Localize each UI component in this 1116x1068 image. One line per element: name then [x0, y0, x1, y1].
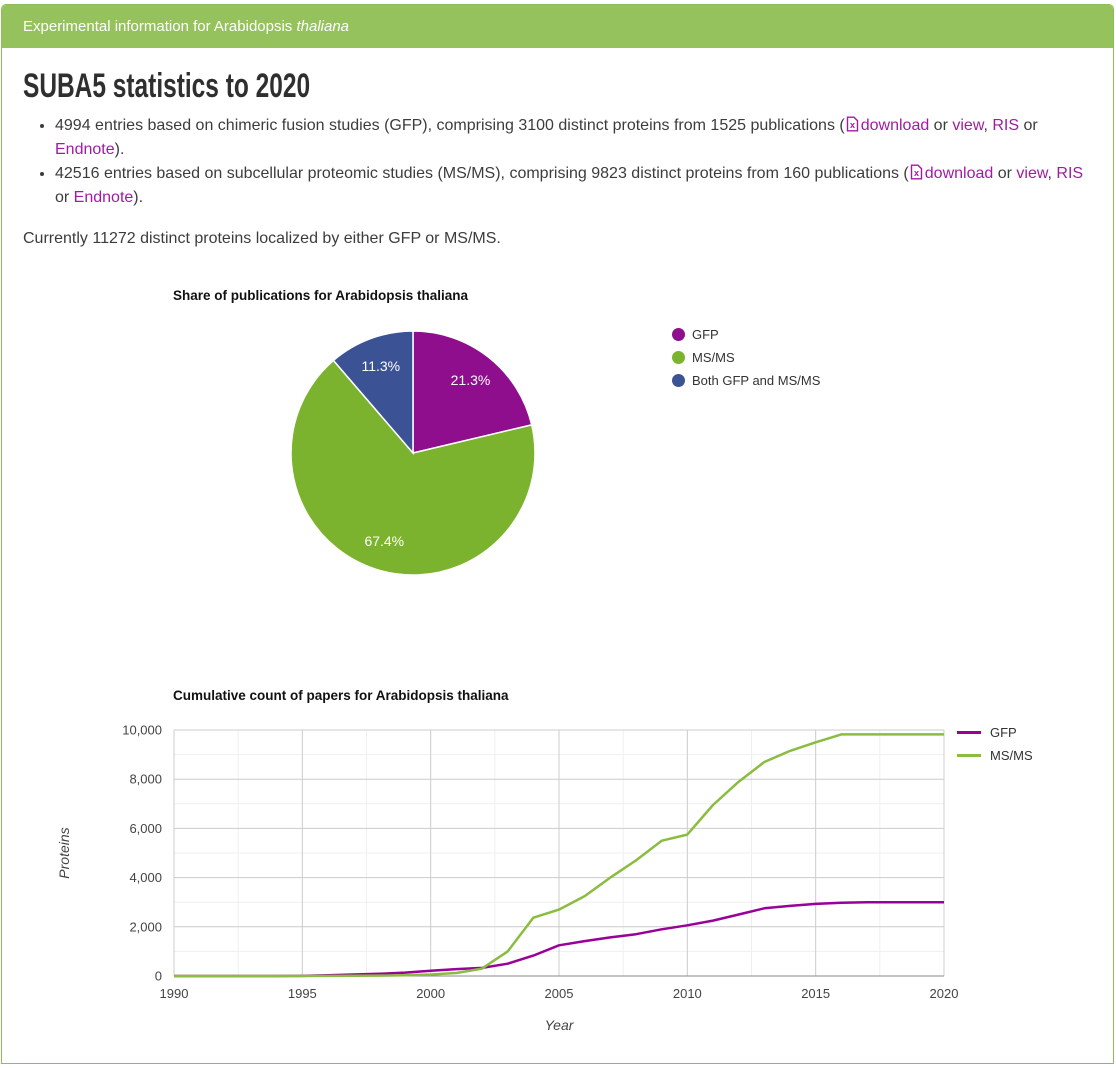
legend-label: GFP — [990, 725, 1017, 740]
legend-label: Both GFP and MS/MS — [692, 373, 821, 388]
line-chart-title: Cumulative count of papers for Arabidops… — [173, 688, 509, 703]
page-header: Experimental information for Arabidopsis… — [2, 5, 1113, 48]
svg-text:2020: 2020 — [930, 986, 959, 1001]
svg-text:6,000: 6,000 — [129, 821, 162, 836]
view-link[interactable]: view — [952, 117, 984, 134]
msms-legend-dot-icon — [672, 351, 685, 364]
line-legend: GFP MS/MS — [957, 721, 1033, 767]
pie-chart: 21.3% 67.4% 11.3% — [290, 330, 536, 576]
pie-legend: GFP MS/MS Both GFP and MS/MS — [672, 323, 820, 392]
legend-item-gfp: GFP — [672, 323, 820, 346]
svg-text:8,000: 8,000 — [129, 772, 162, 787]
line-chart: 0 2,000 4,000 6,000 8,000 10,000 1990 1995 2000 2… — [56, 723, 959, 1034]
svg-text:Year: Year — [545, 1017, 575, 1033]
svg-text:1990: 1990 — [160, 986, 189, 1001]
legend-item-both: Both GFP and MS/MS — [672, 369, 820, 392]
gfp-stats-text: 4994 entries based on chimeric fusion st… — [55, 117, 845, 134]
svg-text:2,000: 2,000 — [129, 919, 162, 934]
page-container: Experimental information for Arabidopsis… — [1, 4, 1114, 1064]
svg-text:2015: 2015 — [801, 986, 830, 1001]
header-title-species: thaliana — [296, 18, 350, 35]
ris-link[interactable]: RIS — [992, 117, 1020, 134]
ris-link[interactable]: RIS — [1056, 165, 1084, 182]
svg-text:x: x — [914, 168, 919, 178]
both-legend-dot-icon — [672, 374, 685, 387]
svg-text:11.3%: 11.3% — [361, 358, 400, 374]
closing-text: ). — [114, 141, 125, 158]
legend-label: MS/MS — [990, 748, 1033, 763]
svg-text:0: 0 — [155, 969, 162, 984]
svg-text:10,000: 10,000 — [122, 723, 162, 738]
svg-text:2010: 2010 — [673, 986, 702, 1001]
pie-chart-title: Share of publications for Arabidopsis th… — [173, 288, 469, 303]
separator-text: , — [983, 117, 993, 134]
endnote-link[interactable]: Endnote — [73, 189, 134, 206]
msms-line-swatch-icon — [957, 754, 981, 757]
stats-item-gfp: 4994 entries based on chimeric fusion st… — [55, 114, 1095, 162]
svg-text:2000: 2000 — [416, 986, 445, 1001]
svg-text:67.4%: 67.4% — [364, 533, 404, 549]
svg-text:Proteins: Proteins — [56, 827, 72, 878]
gfp-line-swatch-icon — [957, 731, 981, 734]
summary-text: Currently 11272 distinct proteins locali… — [23, 230, 501, 247]
endnote-link[interactable]: Endnote — [55, 141, 115, 158]
separator-text: or — [993, 165, 1017, 182]
separator-text: or — [55, 189, 74, 206]
svg-text:x: x — [850, 120, 855, 130]
legend-label: GFP — [692, 327, 719, 342]
legend-label: MS/MS — [692, 350, 735, 365]
page-title: SUBA5 statistics to 2020 — [23, 67, 311, 105]
legend-item-gfp-line: GFP — [957, 721, 1033, 744]
separator-text: or — [1019, 117, 1038, 134]
view-link[interactable]: view — [1016, 165, 1048, 182]
gfp-legend-dot-icon — [672, 328, 685, 341]
legend-item-msms-line: MS/MS — [957, 744, 1033, 767]
legend-item-msms: MS/MS — [672, 346, 820, 369]
download-link[interactable]: download — [860, 117, 930, 134]
svg-text:21.3%: 21.3% — [451, 372, 491, 388]
svg-text:4,000: 4,000 — [129, 870, 162, 885]
closing-text: ). — [133, 189, 144, 206]
svg-text:1995: 1995 — [288, 986, 317, 1001]
header-title: Experimental information for Arabidopsis — [23, 18, 297, 35]
separator-text: , — [1047, 165, 1057, 182]
msms-stats-text: 42516 entries based on subcellular prote… — [55, 165, 909, 182]
stats-item-msms: 42516 entries based on subcellular prote… — [55, 162, 1095, 210]
svg-text:2005: 2005 — [545, 986, 574, 1001]
download-link[interactable]: download — [924, 165, 994, 182]
spreadsheet-file-icon[interactable]: x — [909, 164, 925, 182]
spreadsheet-file-icon[interactable]: x — [845, 116, 861, 134]
stats-list: 4994 entries based on chimeric fusion st… — [23, 114, 1095, 210]
separator-text: or — [929, 117, 953, 134]
